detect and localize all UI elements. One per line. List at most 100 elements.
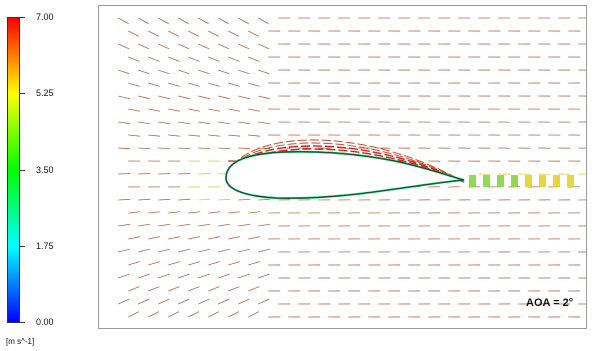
velocity-vector	[198, 147, 211, 150]
velocity-vector	[158, 298, 170, 305]
velocity-vector	[198, 273, 210, 279]
velocity-vector	[128, 108, 141, 112]
velocity-vector	[198, 198, 211, 201]
velocity-vector	[208, 261, 220, 266]
velocity-vector	[208, 134, 221, 137]
velocity-vector	[178, 273, 190, 279]
colorbar-tick-700	[20, 17, 25, 18]
velocity-vector	[138, 198, 151, 201]
velocity-vector	[258, 298, 270, 305]
velocity-vector	[238, 273, 250, 279]
velocity-vector	[208, 56, 220, 62]
velocity-vector	[138, 298, 150, 305]
airfoil-shape	[224, 150, 465, 200]
velocity-vector	[208, 211, 221, 214]
velocity-vector	[208, 108, 221, 112]
velocity-vector	[248, 82, 260, 87]
velocity-vector	[228, 236, 241, 240]
colorbar-tick-350	[20, 170, 25, 171]
velocity-vector	[178, 43, 190, 50]
velocity-vector	[208, 82, 220, 87]
velocity-vector	[258, 147, 271, 150]
velocity-vector	[128, 236, 141, 240]
colorbar-tick-525	[20, 93, 25, 94]
velocity-vector	[238, 95, 250, 100]
velocity-vector	[178, 248, 190, 253]
velocity-vector	[248, 108, 261, 112]
velocity-vector	[238, 198, 251, 201]
velocity-vector	[178, 95, 190, 100]
velocity-vector	[228, 30, 240, 37]
velocity-vector	[238, 69, 250, 75]
velocity-vector	[258, 121, 271, 125]
velocity-vector	[178, 298, 190, 305]
velocity-vector	[168, 108, 181, 112]
velocity-vector	[258, 69, 270, 75]
velocity-vector	[178, 198, 191, 201]
velocity-vector	[238, 17, 249, 25]
wake-vector	[469, 175, 476, 187]
velocity-vector	[218, 43, 230, 50]
velocity-vector	[158, 147, 171, 150]
velocity-vector	[158, 273, 170, 279]
velocity-vector	[138, 17, 149, 25]
velocity-vector	[198, 17, 209, 25]
velocity-vector	[238, 298, 250, 305]
velocity-vector	[218, 17, 229, 25]
velocity-vector	[168, 236, 181, 240]
velocity-vector	[128, 56, 140, 62]
velocity-vector	[128, 30, 140, 37]
velocity-vector	[138, 95, 150, 100]
velocity-vector	[228, 261, 240, 266]
velocity-vector	[248, 211, 261, 214]
velocity-vector	[238, 223, 251, 227]
velocity-vector	[208, 236, 221, 240]
velocity-vector	[188, 236, 201, 240]
colorbar-tick-000	[20, 322, 25, 323]
velocity-vector	[138, 248, 150, 253]
velocity-vector	[248, 286, 260, 292]
velocity-vector	[148, 30, 160, 37]
velocity-vector	[158, 69, 170, 75]
velocity-vector	[248, 56, 260, 62]
velocity-vector	[258, 273, 270, 279]
velocity-vector	[148, 134, 161, 137]
velocity-vector	[248, 261, 260, 266]
wake-vector	[567, 175, 574, 187]
velocity-vector	[218, 69, 230, 75]
velocity-vector	[158, 248, 170, 253]
velocity-vector	[248, 311, 260, 318]
velocity-vector	[118, 223, 131, 227]
velocity-vector	[258, 43, 270, 50]
velocity-vector	[228, 211, 241, 214]
velocity-vector	[148, 311, 160, 318]
velocity-vector	[218, 298, 230, 305]
velocity-vector	[188, 108, 201, 112]
velocity-vector	[148, 211, 161, 214]
colorbar-label-000: 0.00	[36, 317, 54, 327]
velocity-vector	[178, 223, 191, 227]
velocity-vector	[128, 286, 140, 292]
velocity-vector	[128, 311, 140, 318]
velocity-vector	[128, 82, 140, 87]
velocity-vector	[188, 211, 201, 214]
velocity-vector	[118, 147, 131, 150]
wake-vector	[525, 175, 532, 187]
wake-vector	[497, 175, 504, 187]
velocity-vector	[208, 30, 220, 37]
velocity-vector	[158, 198, 171, 201]
velocity-vector	[118, 95, 130, 100]
velocity-vector	[258, 17, 269, 25]
velocity-vector	[218, 198, 231, 201]
velocity-vector	[118, 298, 130, 305]
velocity-vector	[188, 82, 200, 87]
velocity-vector	[248, 134, 261, 137]
velocity-vector	[168, 311, 180, 318]
velocity-vector	[198, 248, 210, 253]
velocity-vector	[258, 95, 270, 100]
velocity-vector	[168, 211, 181, 214]
velocity-vector	[218, 248, 230, 253]
aoa-annotation: AOA = 2°	[526, 297, 574, 309]
velocity-vector	[198, 43, 210, 50]
velocity-vector	[178, 121, 191, 125]
